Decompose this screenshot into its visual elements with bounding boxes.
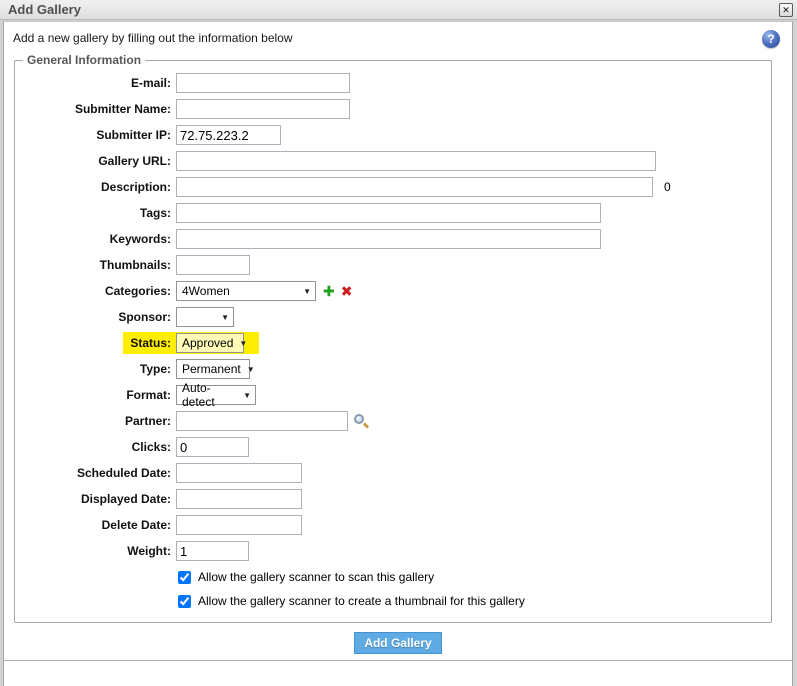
help-button[interactable]: ? [762, 30, 780, 48]
chevron-down-icon: ▼ [246, 364, 255, 374]
type-row: Type: Permanent ▼ [15, 359, 763, 379]
add-gallery-button[interactable]: Add Gallery [354, 632, 442, 654]
thumbnail-gallery-checkbox-row: Allow the gallery scanner to create a th… [178, 593, 763, 609]
help-icon: ? [767, 32, 775, 46]
displayed-date-label: Displayed Date: [80, 492, 171, 506]
add-category-button[interactable]: ✚ [323, 284, 335, 298]
chevron-down-icon: ▼ [303, 286, 311, 296]
delete-date-row: Delete Date: [15, 515, 763, 535]
displayed-date-field[interactable] [176, 489, 302, 509]
keywords-label: Keywords: [109, 232, 171, 246]
keywords-field[interactable] [176, 229, 601, 249]
clicks-row: Clicks: [15, 437, 763, 457]
thumbnail-gallery-checkbox-label: Allow the gallery scanner to create a th… [198, 594, 525, 608]
type-select[interactable]: Permanent ▼ [176, 359, 255, 379]
keywords-row: Keywords: [15, 229, 763, 249]
plus-icon: ✚ [323, 283, 335, 299]
status-label: Status: [130, 336, 171, 350]
remove-category-button[interactable]: ✖ [341, 284, 353, 298]
submitter-ip-row: Submitter IP: [15, 125, 763, 145]
status-selected-value: Approved [182, 336, 234, 350]
button-row: Add Gallery [4, 632, 792, 654]
delete-icon: ✖ [340, 283, 353, 299]
scheduled-date-field[interactable] [176, 463, 302, 483]
format-row: Format: Auto-detect ▼ [15, 381, 763, 409]
categories-row: Categories: 4Women ▼ ✚ ✖ [15, 281, 763, 301]
magnifier-icon [354, 413, 364, 424]
format-label: Format: [126, 388, 171, 402]
clicks-field[interactable] [176, 437, 249, 457]
sponsor-label: Sponsor: [118, 310, 171, 324]
add-gallery-dialog: Add a new gallery by filling out the inf… [3, 21, 793, 686]
description-char-counter: 0 [664, 180, 671, 194]
chevron-down-icon: ▼ [221, 312, 229, 322]
thumbnails-label: Thumbnails: [99, 258, 171, 272]
format-select[interactable]: Auto-detect ▼ [176, 381, 256, 409]
tags-row: Tags: [15, 203, 763, 223]
partner-label: Partner: [124, 414, 171, 428]
thumbnails-row: Thumbnails: [15, 255, 763, 275]
window-title: Add Gallery [8, 2, 81, 17]
categories-selected-value: 4Women [182, 284, 230, 298]
close-button[interactable]: ✕ [779, 3, 793, 17]
tags-label: Tags: [139, 206, 171, 220]
partner-row: Partner: [15, 411, 763, 431]
submitter-name-field[interactable] [176, 99, 350, 119]
scheduled-date-label: Scheduled Date: [76, 466, 171, 480]
email-field[interactable] [176, 73, 350, 93]
weight-field[interactable] [176, 541, 249, 561]
status-row: Status: Approved ▼ [15, 332, 763, 354]
scan-gallery-checkbox[interactable] [178, 570, 191, 584]
delete-date-field[interactable] [176, 515, 302, 535]
chevron-down-icon: ▼ [239, 338, 248, 348]
format-selected-value: Auto-detect [182, 381, 215, 409]
description-row: Description: 0 [15, 177, 763, 197]
displayed-date-row: Displayed Date: [15, 489, 763, 509]
close-icon: ✕ [782, 4, 790, 15]
chevron-down-icon: ▼ [243, 390, 251, 400]
type-selected-value: Permanent [182, 362, 241, 376]
description-label: Description: [100, 180, 171, 194]
scheduled-date-row: Scheduled Date: [15, 463, 763, 483]
email-row: E-mail: [15, 73, 763, 93]
categories-label: Categories: [104, 284, 171, 298]
fieldset-legend: General Information [27, 53, 142, 67]
thumbnails-field[interactable] [176, 255, 250, 275]
form-bottom-divider [4, 660, 792, 661]
gallery-url-label: Gallery URL: [98, 154, 171, 168]
magnifier-handle [362, 421, 370, 429]
description-field[interactable] [176, 177, 653, 197]
partner-field[interactable] [176, 411, 348, 431]
scan-gallery-checkbox-row: Allow the gallery scanner to scan this g… [178, 569, 763, 585]
window-titlebar: Add Gallery ✕ [0, 0, 797, 20]
sponsor-row: Sponsor: ▼ [15, 307, 763, 327]
gallery-url-field[interactable] [176, 151, 656, 171]
sponsor-select[interactable]: ▼ [176, 307, 234, 327]
submitter-ip-label: Submitter IP: [96, 128, 171, 142]
status-select[interactable]: Approved ▼ [176, 333, 248, 353]
clicks-label: Clicks: [131, 440, 171, 454]
weight-label: Weight: [127, 544, 171, 558]
submitter-name-row: Submitter Name: [15, 99, 763, 119]
weight-row: Weight: [15, 541, 763, 561]
categories-select[interactable]: 4Women ▼ [176, 281, 316, 301]
type-label: Type: [139, 362, 171, 376]
scan-gallery-checkbox-label: Allow the gallery scanner to scan this g… [198, 570, 435, 584]
submitter-name-label: Submitter Name: [74, 102, 171, 116]
thumbnail-gallery-checkbox[interactable] [178, 594, 191, 608]
tags-field[interactable] [176, 203, 601, 223]
general-information-fieldset: General Information E-mail: Submitter Na… [14, 53, 772, 623]
gallery-url-row: Gallery URL: [15, 151, 763, 171]
partner-search-button[interactable] [354, 413, 370, 429]
email-label: E-mail: [130, 76, 171, 90]
submitter-ip-field[interactable] [176, 125, 281, 145]
delete-date-label: Delete Date: [101, 518, 171, 532]
intro-text: Add a new gallery by filling out the inf… [13, 31, 293, 45]
